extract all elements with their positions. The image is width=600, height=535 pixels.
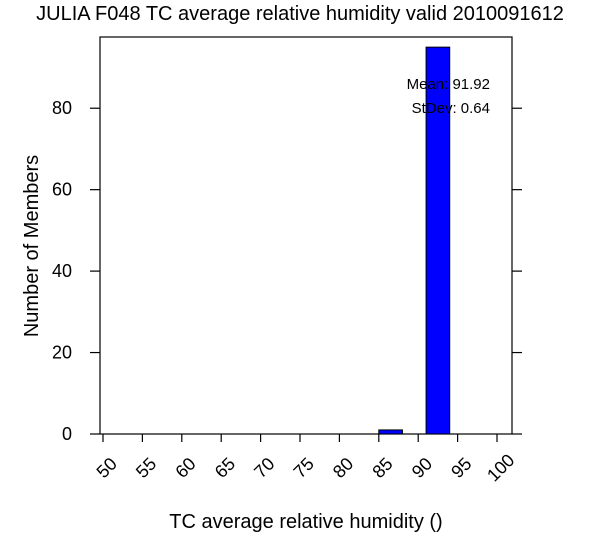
x-tick-label-50: 50 bbox=[93, 454, 121, 482]
x-tick-label-75: 75 bbox=[290, 454, 318, 482]
x-axis: 50 55 60 65 70 75 80 85 90 95 100 bbox=[93, 434, 518, 485]
x-tick-label-100: 100 bbox=[483, 450, 518, 485]
plot-frame bbox=[99, 36, 513, 435]
mean-annotation: Mean: 91.92 bbox=[407, 76, 490, 93]
y-tick-label-80: 80 bbox=[52, 98, 72, 118]
x-tick-label-65: 65 bbox=[211, 454, 239, 482]
x-axis-label: TC average relative humidity () bbox=[169, 511, 442, 533]
y-axis-label: Number of Members bbox=[21, 155, 43, 337]
x-tick-label-60: 60 bbox=[171, 454, 199, 482]
y-axis: 0 20 40 60 80 bbox=[52, 98, 522, 444]
x-tick-label-90: 90 bbox=[408, 454, 436, 482]
x-tick-label-95: 95 bbox=[447, 454, 475, 482]
chart-title: JULIA F048 TC average relative humidity … bbox=[36, 3, 564, 25]
bars-group bbox=[378, 46, 451, 435]
x-tick-label-55: 55 bbox=[132, 454, 160, 482]
y-tick-label-0: 0 bbox=[62, 424, 72, 444]
x-tick-label-80: 80 bbox=[329, 454, 357, 482]
bar-0 bbox=[378, 429, 403, 435]
stdev-annotation: StDev: 0.64 bbox=[412, 100, 490, 117]
x-tick-label-85: 85 bbox=[368, 454, 396, 482]
y-tick-label-40: 40 bbox=[52, 261, 72, 281]
y-tick-label-60: 60 bbox=[52, 180, 72, 200]
x-tick-label-70: 70 bbox=[250, 454, 278, 482]
bar-1 bbox=[425, 46, 451, 435]
y-tick-label-20: 20 bbox=[52, 343, 72, 363]
